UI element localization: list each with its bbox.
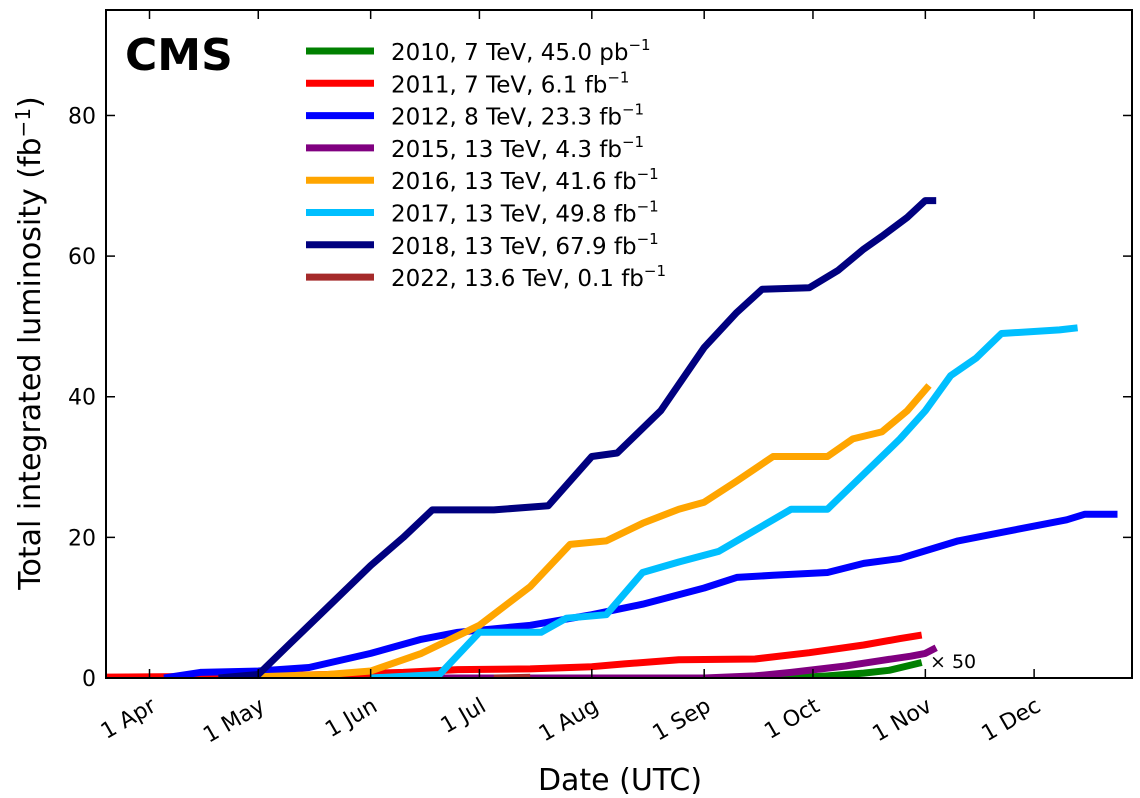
x-tick-label: 1 Dec — [978, 694, 1046, 747]
x-tick-label: 1 Nov — [868, 694, 936, 748]
y-axis-title: Total integrated luminosity (fb−1) — [11, 96, 48, 591]
x-tick-label: 1 Oct — [760, 693, 824, 744]
cms-label: CMS — [125, 30, 233, 81]
y-tick-label: 40 — [68, 386, 96, 411]
series-line-5 — [218, 383, 932, 678]
x-tick-label: 1 Sep — [649, 694, 716, 747]
y-axis-title-sup: −1 — [11, 108, 35, 137]
series-group — [106, 197, 1118, 678]
x-axis-title: Date (UTC) — [538, 763, 702, 798]
legend-entry-4: 2015, 13 TeV, 4.3 fb−1 — [391, 133, 644, 163]
x-tick-label: 1 May — [199, 694, 269, 749]
y-axis-title-close: ) — [13, 96, 48, 108]
legend-entry-5: 2016, 13 TeV, 41.6 fb−1 — [391, 165, 659, 195]
x-tick-label: 1 Jul — [437, 694, 491, 739]
y-tick-label: 80 — [68, 104, 96, 129]
legend-entry-1: 2010, 7 TeV, 45.0 pb−1 — [391, 36, 651, 66]
legend-entry-3: 2012, 8 TeV, 23.3 fb−1 — [391, 101, 644, 131]
legend-entry-8: 2022, 13.6 TeV, 0.1 fb−1 — [391, 262, 666, 292]
x-tick-label: 1 Apr — [97, 693, 161, 745]
y-tick-label: 60 — [68, 245, 96, 270]
x-tick-label: 1 Aug — [535, 694, 603, 748]
series-line-1 — [142, 659, 923, 678]
y-tick-label: 20 — [68, 526, 96, 551]
legend-entry-6: 2017, 13 TeV, 49.8 fb−1 — [391, 198, 659, 228]
x-tick-label: 1 Jun — [321, 694, 381, 743]
plot-frame — [105, 9, 1133, 679]
series-line-7 — [218, 197, 937, 678]
scale-annotation: × 50 — [930, 651, 976, 673]
series-line-3 — [163, 510, 1118, 678]
series-line-6 — [370, 324, 1079, 678]
y-tick-label: 0 — [82, 667, 96, 692]
legend-entry-2: 2011, 7 TeV, 6.1 fb−1 — [391, 68, 629, 98]
y-axis-title-text: Total integrated luminosity (fb — [13, 137, 48, 590]
legend-entry-7: 2018, 13 TeV, 67.9 fb−1 — [391, 230, 659, 260]
